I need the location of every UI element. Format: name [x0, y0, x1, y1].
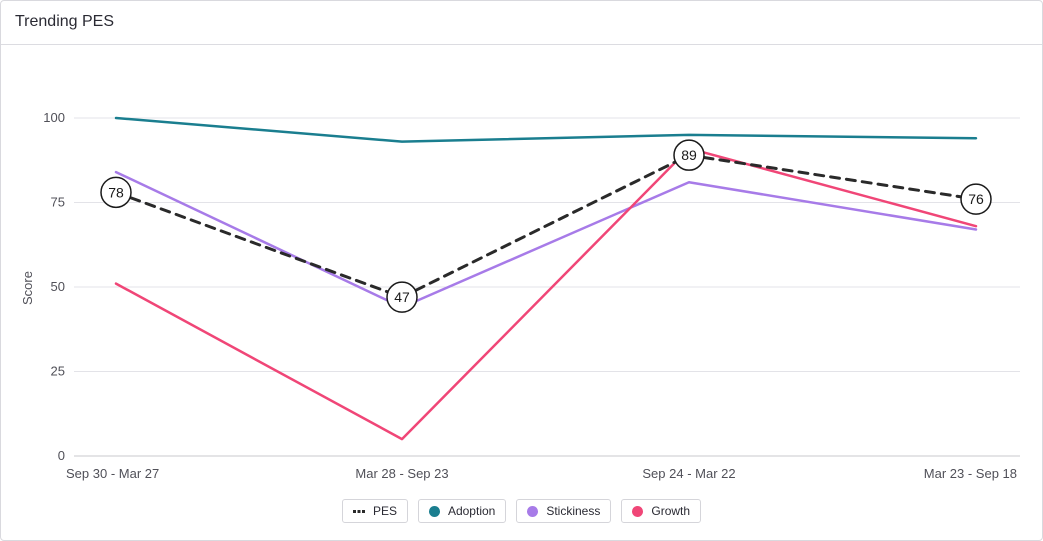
legend-item-growth[interactable]: Growth: [621, 499, 702, 523]
dashed-line-icon: [352, 509, 365, 513]
y-tick-label: 75: [51, 195, 65, 210]
legend-label: Growth: [651, 504, 691, 518]
pes-data-label: 89: [681, 147, 697, 163]
pes-data-label: 76: [968, 191, 984, 207]
color-dot-icon: [527, 505, 539, 517]
pes-marker: 89: [673, 139, 705, 171]
legend-item-pes[interactable]: PES: [341, 499, 408, 523]
pes-data-label: 47: [394, 289, 410, 305]
card-header: Trending PES: [1, 1, 1042, 45]
chart-title: Trending PES: [15, 13, 115, 30]
legend-label: Adoption: [447, 504, 496, 518]
y-tick-label: 0: [58, 448, 65, 463]
legend-item-adoption[interactable]: Adoption: [417, 499, 507, 523]
pes-marker: 78: [100, 176, 132, 209]
x-tick-label: Sep 24 - Mar 22: [642, 466, 735, 481]
series-line-pes: [114, 153, 978, 299]
series-line-growth: [114, 147, 978, 441]
pes-value-markers: 78 47 89 76: [100, 139, 992, 313]
legend-label: Stickiness: [546, 504, 601, 518]
pes-data-label: 78: [108, 184, 124, 200]
y-axis-label: Score: [20, 271, 35, 305]
y-tick-label: 25: [51, 364, 65, 379]
color-dot-icon: [428, 505, 440, 517]
x-axis-ticks: Sep 30 - Mar 27 Mar 28 - Sep 23 Sep 24 - M…: [66, 466, 1017, 481]
series-line-adoption: [114, 116, 978, 143]
pes-marker: 47: [386, 281, 418, 313]
chart-legend: PES Adoption Stickiness Growth: [0, 499, 1043, 525]
x-tick-label: Sep 30 - Mar 27: [66, 466, 159, 481]
series-lines: [114, 116, 978, 441]
series-line-stickiness: [114, 170, 978, 309]
grid-lines: [74, 117, 1020, 457]
legend-item-stickiness[interactable]: Stickiness: [516, 499, 612, 523]
color-dot-icon: [632, 505, 644, 517]
y-tick-label: 100: [43, 110, 65, 125]
legend-label: PES: [372, 504, 397, 518]
y-tick-label: 50: [51, 279, 65, 294]
x-tick-label: Mar 23 - Sep 18: [924, 466, 1017, 481]
pes-marker: 76: [960, 183, 992, 215]
x-tick-label: Mar 28 - Sep 23: [355, 466, 448, 481]
y-axis-ticks: 0 25 50 75 100: [43, 110, 65, 463]
